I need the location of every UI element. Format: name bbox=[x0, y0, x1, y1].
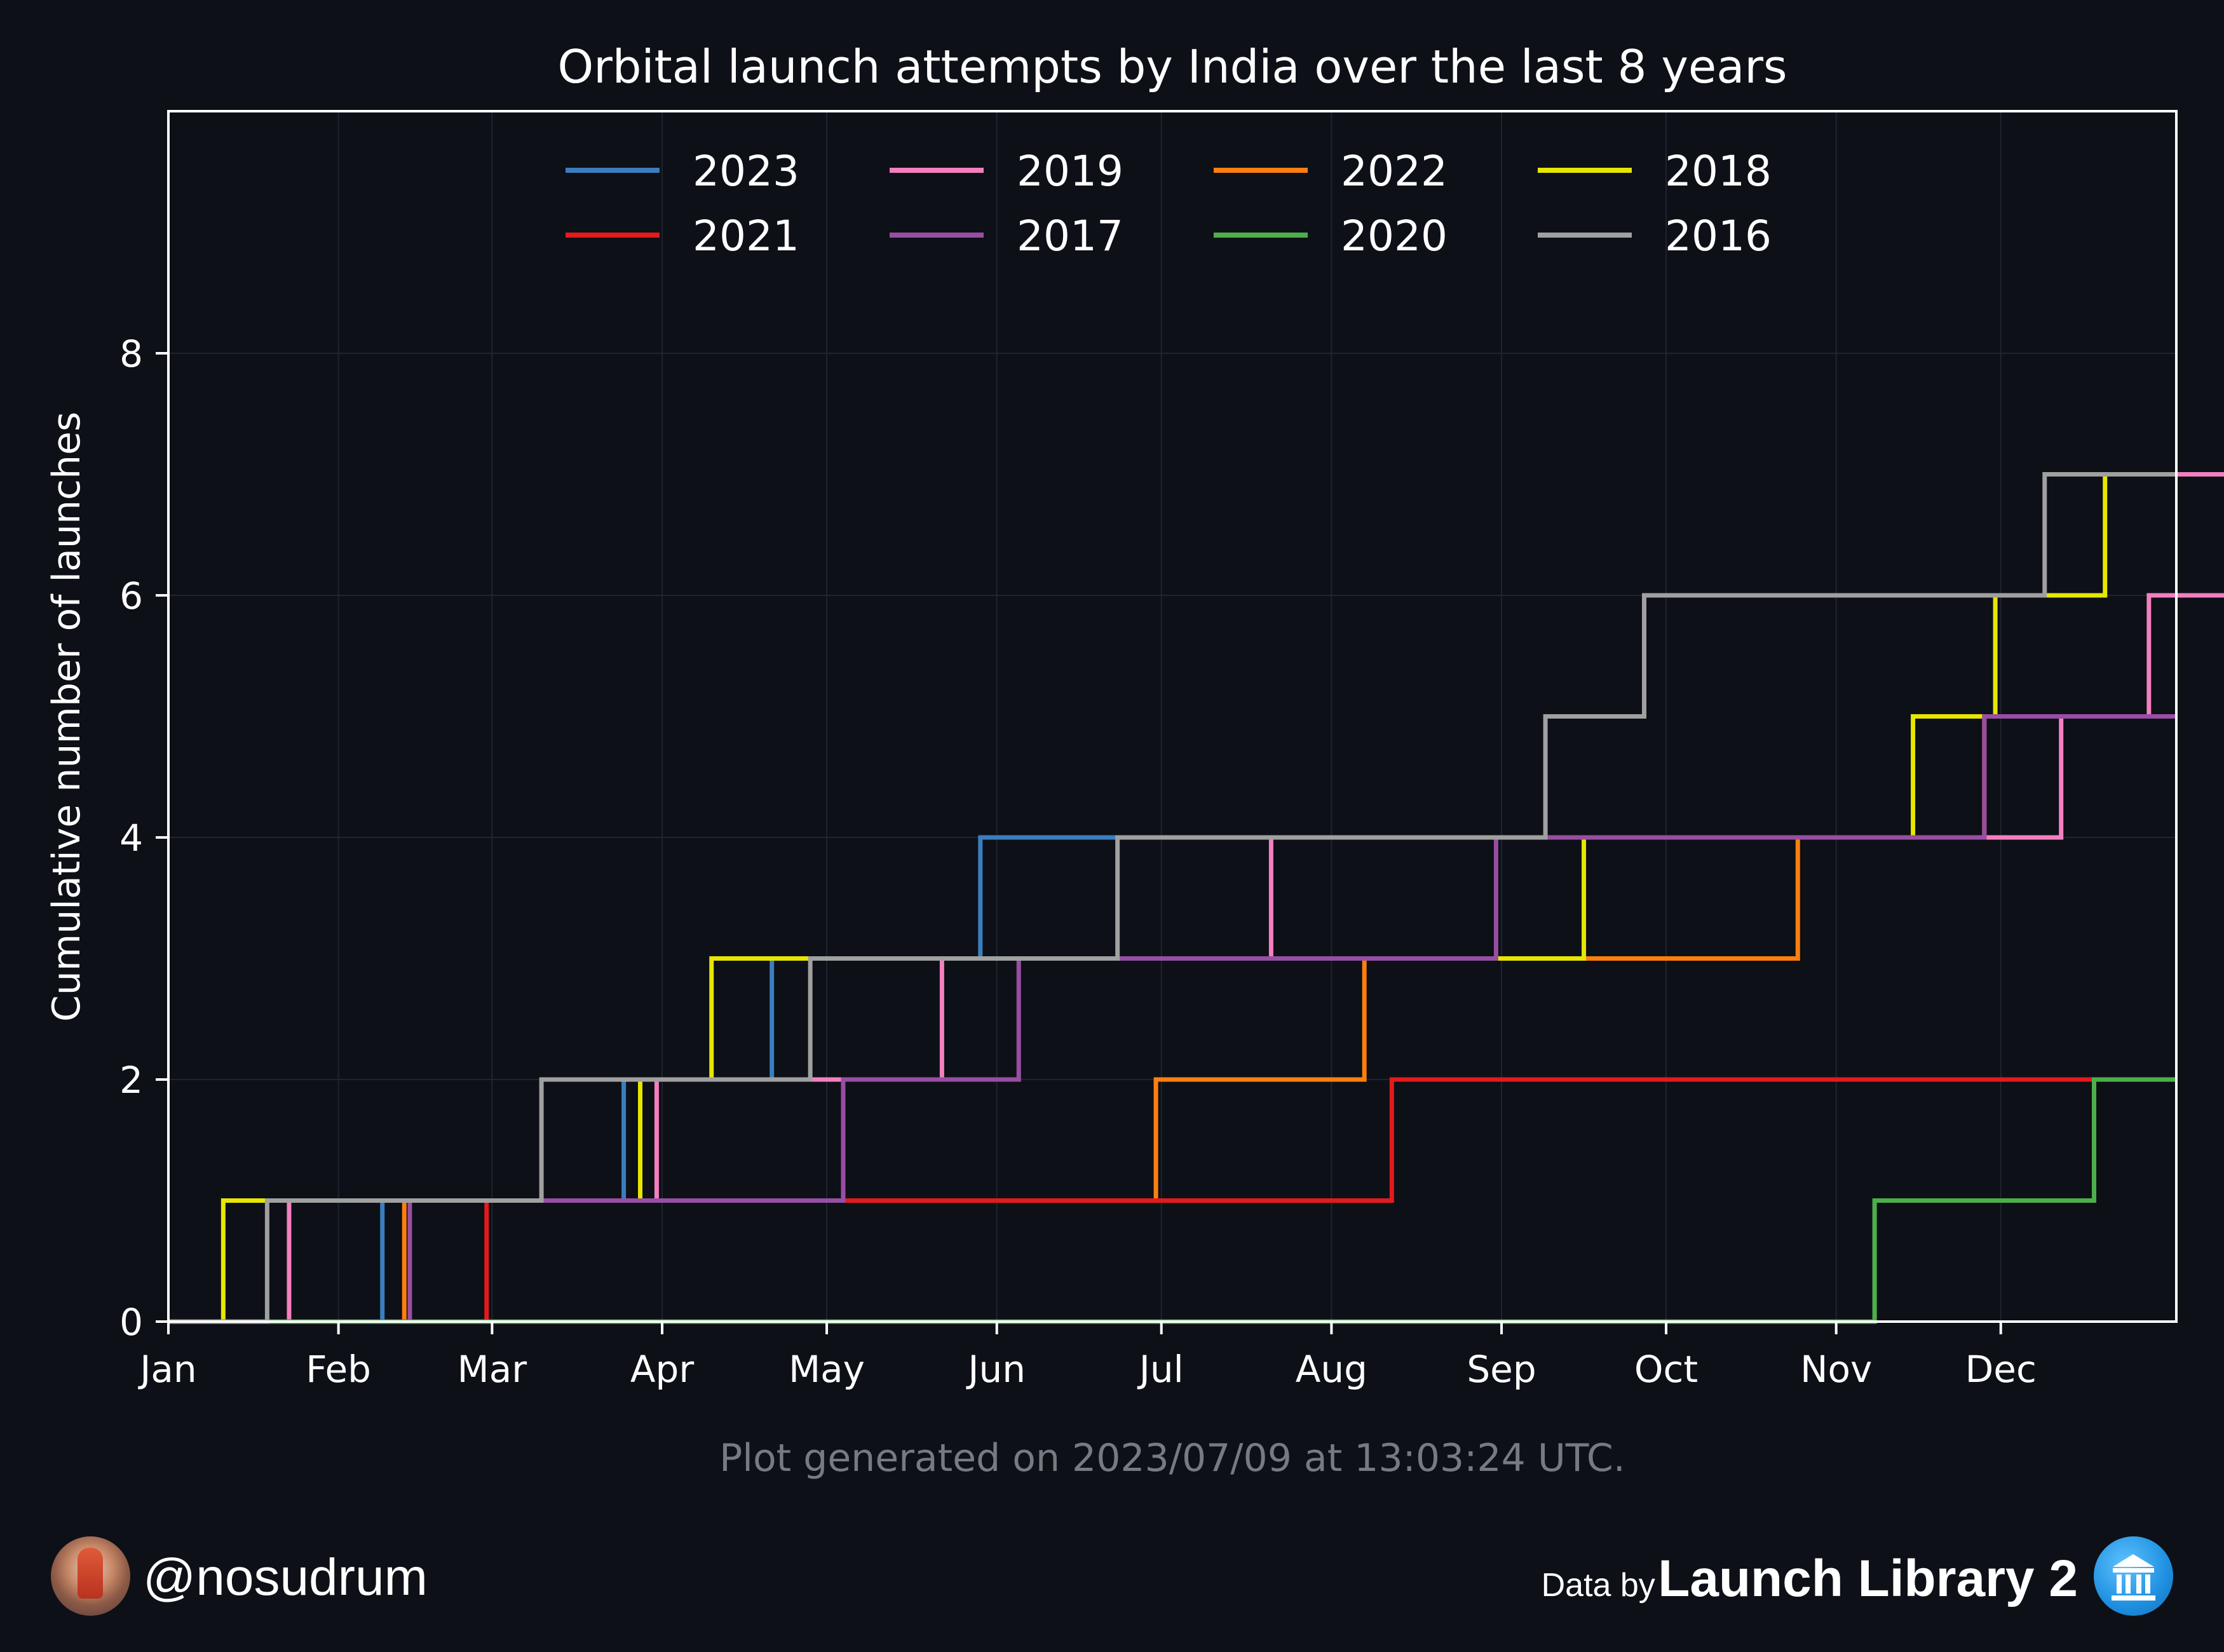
x-tick-label-mar: Mar bbox=[458, 1348, 527, 1391]
y-tick-label-0: 0 bbox=[119, 1301, 143, 1344]
author-handle[interactable]: @nosudrum bbox=[143, 1548, 428, 1606]
legend-label-2022: 2022 bbox=[1341, 147, 1448, 196]
legend-label-2020: 2020 bbox=[1341, 212, 1448, 261]
series-line-2016 bbox=[168, 472, 2176, 1324]
legend-label-2023: 2023 bbox=[693, 147, 799, 196]
plot-area bbox=[168, 111, 2176, 1322]
y-tick-label-6: 6 bbox=[119, 574, 143, 618]
y-tick-label-2: 2 bbox=[119, 1059, 143, 1102]
x-tick-label-nov: Nov bbox=[1800, 1348, 1872, 1391]
x-tick-label-apr: Apr bbox=[630, 1348, 694, 1391]
generated-note: Plot generated on 2023/07/09 at 13:03:24… bbox=[719, 1436, 1625, 1480]
credit-prefix: Data by bbox=[1541, 1567, 1655, 1604]
legend-label-2021: 2021 bbox=[693, 212, 799, 261]
legend-label-2017: 2017 bbox=[1017, 212, 1123, 261]
x-tick-label-aug: Aug bbox=[1296, 1348, 1367, 1391]
author-avatar bbox=[51, 1536, 130, 1616]
x-tick-label-may: May bbox=[789, 1348, 865, 1391]
y-axis-label: Cumulative number of launches bbox=[44, 412, 89, 1022]
series-line-2017 bbox=[168, 714, 2176, 1324]
data-credit: Data by Launch Library 2 bbox=[1542, 1549, 2078, 1609]
y-tick-label-8: 8 bbox=[119, 332, 143, 376]
legend-label-2016: 2016 bbox=[1665, 212, 1772, 261]
y-tick-label-4: 4 bbox=[119, 816, 143, 860]
launch-library-logo-icon bbox=[2094, 1536, 2173, 1616]
x-tick-label-jan: Jan bbox=[138, 1348, 196, 1391]
plot-frame bbox=[167, 110, 2178, 1323]
x-tick-label-sep: Sep bbox=[1467, 1348, 1536, 1391]
plot-background bbox=[168, 111, 2176, 1322]
legend-label-2018: 2018 bbox=[1665, 147, 1772, 196]
x-tick-label-jun: Jun bbox=[966, 1348, 1026, 1391]
legend: 2023 2019 2022 2018 2021 2017 2020 2016 bbox=[566, 147, 1772, 261]
axes: Jan Feb Mar Apr May Jun Jul Aug Sep Oct Nov Dec 0 2 4 6… bbox=[119, 110, 2178, 1391]
x-tick-label-jul: Jul bbox=[1137, 1348, 1184, 1391]
chart-title: Orbital launch attempts by India over th… bbox=[558, 40, 1787, 93]
x-tick-label-feb: Feb bbox=[306, 1348, 371, 1391]
x-tick-label-oct: Oct bbox=[1634, 1348, 1698, 1391]
legend-label-2019: 2019 bbox=[1017, 147, 1123, 196]
credit-brand[interactable]: Launch Library 2 bbox=[1658, 1550, 2078, 1608]
x-tick-label-dec: Dec bbox=[1965, 1348, 2037, 1391]
